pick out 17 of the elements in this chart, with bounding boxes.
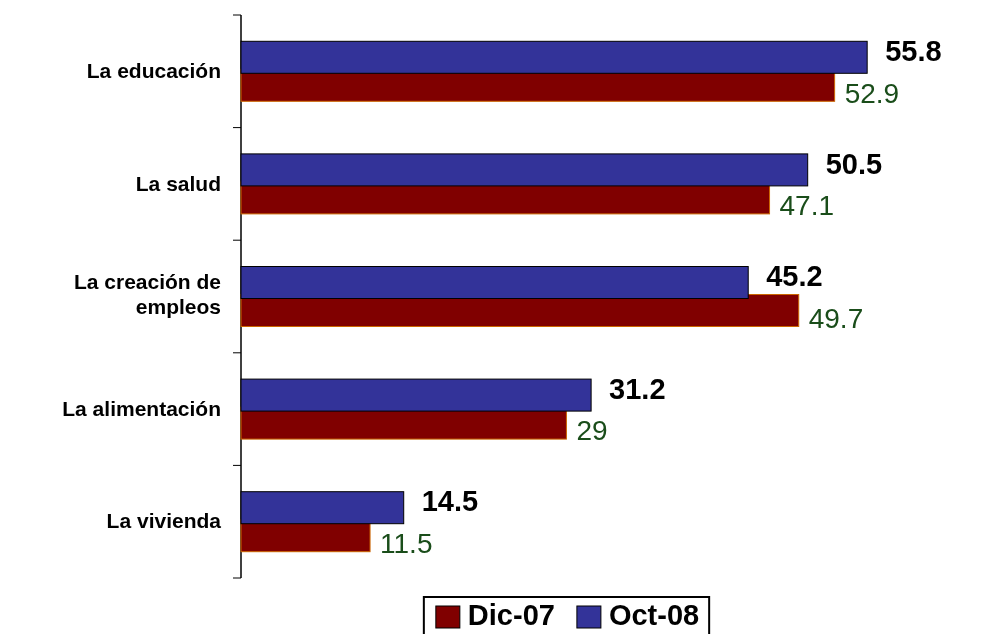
y-tick-label: La educación — [86, 59, 221, 83]
data-label: 50.5 — [825, 147, 883, 180]
data-label: 49.7 — [808, 302, 864, 334]
y-tick-label: La salud — [135, 171, 221, 195]
data-label: 11.5 — [380, 528, 433, 560]
data-label: 29 — [576, 415, 608, 447]
data-label: 14.5 — [421, 485, 479, 518]
data-label: 52.9 — [844, 77, 900, 109]
y-tick-label: La vivienda — [106, 509, 222, 533]
data-label: 45.2 — [766, 260, 823, 293]
y-tick-label: La creación de empleos — [73, 270, 221, 319]
data-label: 55.8 — [885, 34, 942, 67]
data-label: 47.1 — [779, 190, 835, 222]
data-label: 31.2 — [609, 372, 666, 405]
y-tick-label: La alimentación — [62, 396, 221, 420]
legend-label: Dic-07 — [467, 598, 555, 631]
legend-label: Oct-08 — [608, 598, 700, 631]
